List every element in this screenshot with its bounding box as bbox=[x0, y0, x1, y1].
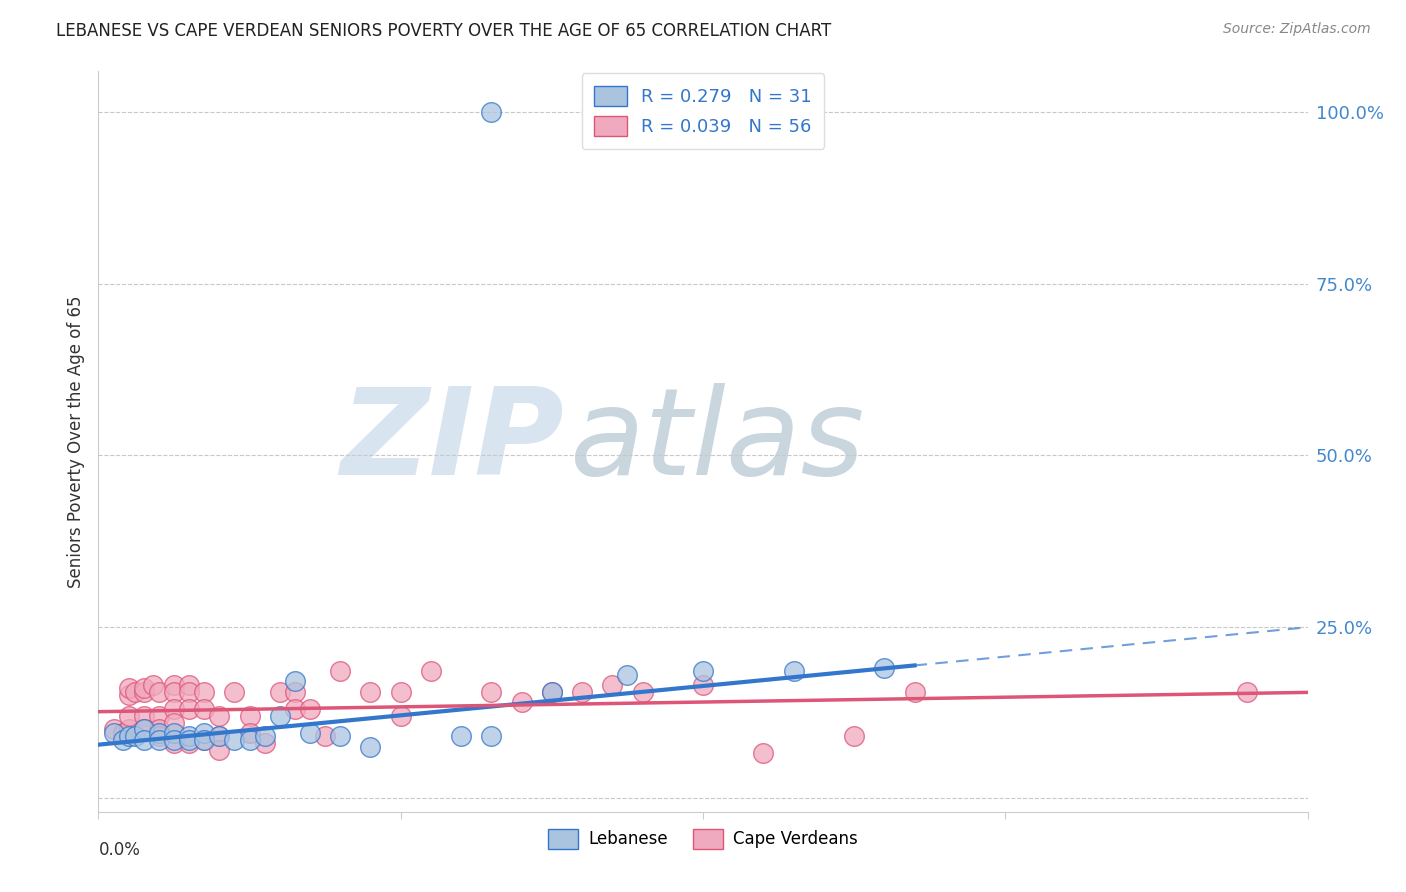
Point bbox=[540, 685, 562, 699]
Point bbox=[111, 732, 134, 747]
Point bbox=[163, 715, 186, 730]
Point bbox=[124, 685, 146, 699]
Point bbox=[224, 685, 246, 699]
Point bbox=[179, 732, 201, 747]
Point bbox=[118, 688, 141, 702]
Point bbox=[631, 685, 654, 699]
Point bbox=[179, 736, 201, 750]
Point bbox=[389, 708, 412, 723]
Point bbox=[179, 685, 201, 699]
Point bbox=[389, 685, 412, 699]
Point bbox=[208, 729, 231, 743]
Legend: Lebanese, Cape Verdeans: Lebanese, Cape Verdeans bbox=[541, 822, 865, 855]
Text: LEBANESE VS CAPE VERDEAN SENIORS POVERTY OVER THE AGE OF 65 CORRELATION CHART: LEBANESE VS CAPE VERDEAN SENIORS POVERTY… bbox=[56, 22, 831, 40]
Point bbox=[193, 726, 215, 740]
Point bbox=[163, 678, 186, 692]
Point bbox=[132, 685, 155, 699]
Point bbox=[329, 729, 352, 743]
Point bbox=[132, 681, 155, 696]
Point bbox=[163, 726, 186, 740]
Point bbox=[148, 708, 170, 723]
Point bbox=[163, 736, 186, 750]
Point bbox=[239, 732, 262, 747]
Point bbox=[148, 685, 170, 699]
Point bbox=[118, 708, 141, 723]
Point bbox=[1236, 685, 1258, 699]
Point bbox=[284, 702, 307, 716]
Point bbox=[269, 685, 291, 699]
Point bbox=[329, 664, 352, 678]
Point bbox=[692, 664, 714, 678]
Point bbox=[132, 732, 155, 747]
Point bbox=[193, 732, 215, 747]
Point bbox=[118, 723, 141, 737]
Point bbox=[239, 708, 262, 723]
Point bbox=[179, 729, 201, 743]
Point bbox=[148, 726, 170, 740]
Point bbox=[103, 726, 125, 740]
Point bbox=[132, 708, 155, 723]
Point bbox=[616, 667, 638, 681]
Point bbox=[193, 685, 215, 699]
Point bbox=[163, 732, 186, 747]
Point bbox=[179, 678, 201, 692]
Point bbox=[904, 685, 927, 699]
Point bbox=[132, 723, 155, 737]
Point bbox=[481, 685, 503, 699]
Point bbox=[193, 702, 215, 716]
Y-axis label: Seniors Poverty Over the Age of 65: Seniors Poverty Over the Age of 65 bbox=[66, 295, 84, 588]
Point bbox=[571, 685, 593, 699]
Point bbox=[540, 685, 562, 699]
Point bbox=[314, 729, 336, 743]
Point bbox=[360, 739, 382, 754]
Point bbox=[284, 674, 307, 689]
Point bbox=[510, 695, 533, 709]
Point bbox=[148, 723, 170, 737]
Point bbox=[142, 678, 165, 692]
Point bbox=[420, 664, 443, 678]
Text: atlas: atlas bbox=[569, 383, 865, 500]
Point bbox=[253, 736, 276, 750]
Point bbox=[299, 702, 322, 716]
Point bbox=[132, 723, 155, 737]
Point bbox=[253, 729, 276, 743]
Point bbox=[148, 732, 170, 747]
Text: ZIP: ZIP bbox=[340, 383, 564, 500]
Point bbox=[602, 678, 624, 692]
Point bbox=[124, 729, 146, 743]
Point bbox=[179, 702, 201, 716]
Point bbox=[118, 681, 141, 696]
Point bbox=[692, 678, 714, 692]
Point bbox=[208, 743, 231, 757]
Point bbox=[148, 729, 170, 743]
Point bbox=[269, 708, 291, 723]
Point bbox=[163, 685, 186, 699]
Point bbox=[873, 661, 896, 675]
Point bbox=[118, 729, 141, 743]
Point bbox=[208, 729, 231, 743]
Point bbox=[481, 729, 503, 743]
Point bbox=[208, 708, 231, 723]
Point bbox=[752, 747, 775, 761]
Point bbox=[111, 726, 134, 740]
Text: Source: ZipAtlas.com: Source: ZipAtlas.com bbox=[1223, 22, 1371, 37]
Point bbox=[450, 729, 472, 743]
Point bbox=[103, 723, 125, 737]
Point bbox=[284, 685, 307, 699]
Text: 0.0%: 0.0% bbox=[98, 841, 141, 859]
Point bbox=[239, 726, 262, 740]
Point bbox=[783, 664, 806, 678]
Point bbox=[224, 732, 246, 747]
Point bbox=[299, 726, 322, 740]
Point bbox=[193, 732, 215, 747]
Point bbox=[844, 729, 866, 743]
Point bbox=[360, 685, 382, 699]
Point bbox=[481, 105, 503, 120]
Point bbox=[163, 702, 186, 716]
